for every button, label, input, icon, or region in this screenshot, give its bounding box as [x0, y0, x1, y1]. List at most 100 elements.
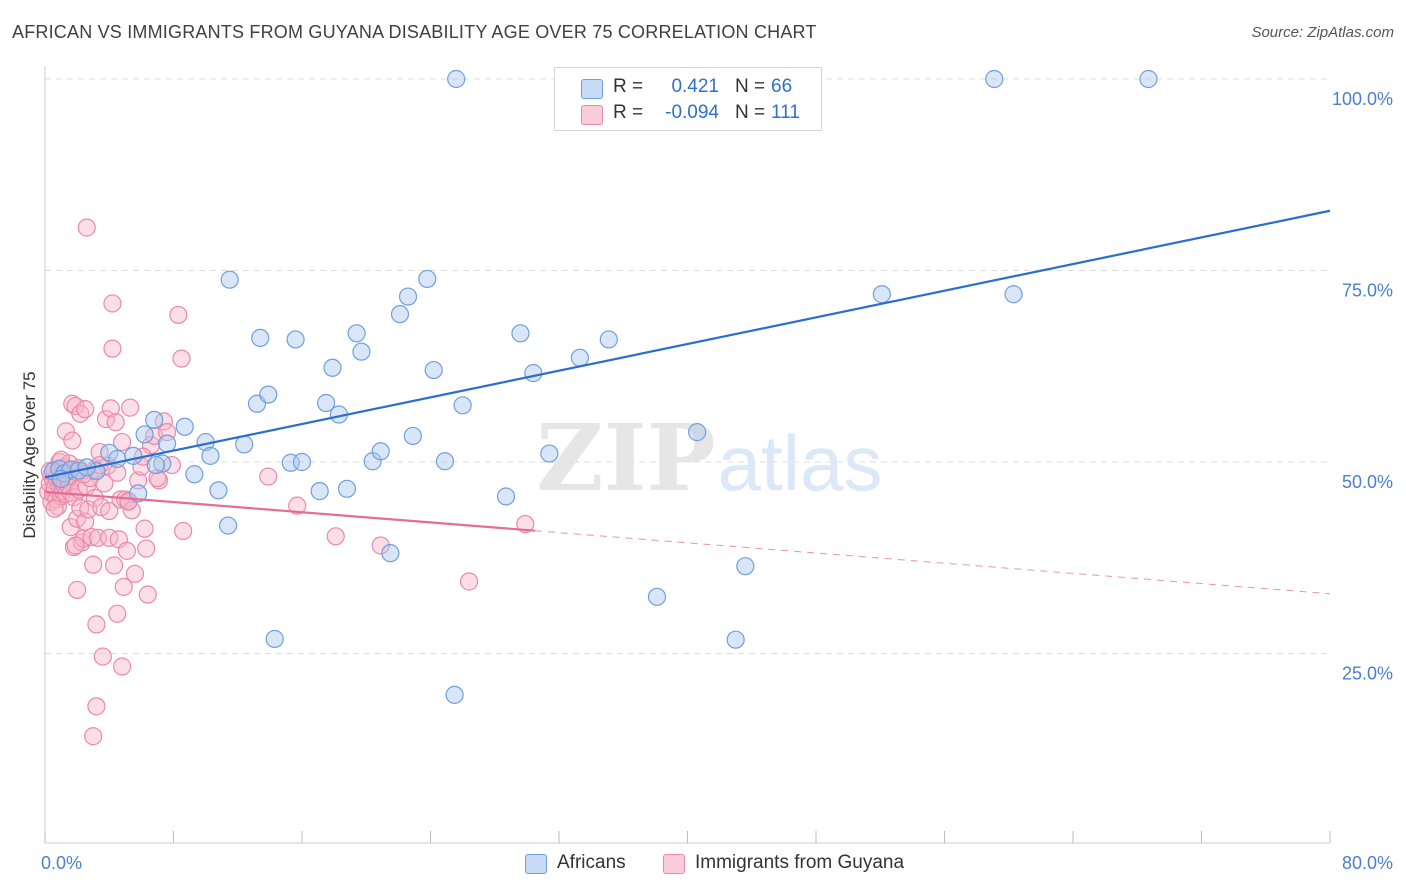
trendline-africans	[44, 209, 1331, 479]
data-point	[459, 572, 479, 591]
data-point	[93, 647, 112, 666]
data-point	[76, 400, 95, 419]
data-point	[175, 417, 194, 436]
data-point	[153, 454, 172, 473]
guyana-legend-swatch	[663, 854, 685, 874]
data-point	[736, 557, 755, 576]
data-point	[169, 305, 188, 325]
data-point	[108, 463, 127, 482]
data-point	[125, 564, 145, 583]
data-point	[104, 556, 124, 575]
data-point	[316, 393, 336, 413]
series-africans	[43, 69, 1158, 704]
data-point	[87, 697, 106, 716]
x-tick-label: 80.0%	[1342, 853, 1393, 873]
y-tick-label: 100.0%	[1332, 89, 1393, 109]
data-point	[516, 514, 535, 534]
n-label: N =	[735, 76, 766, 97]
y-tick-label: 25.0%	[1342, 664, 1393, 684]
data-point	[219, 516, 238, 535]
watermark: ZIP atlas	[536, 404, 882, 512]
data-point	[87, 615, 106, 634]
data-point	[326, 527, 345, 546]
data-point	[220, 270, 239, 289]
data-point	[453, 396, 472, 415]
data-point	[103, 294, 122, 313]
data-point	[1004, 285, 1023, 304]
data-point	[124, 446, 143, 465]
data-point	[540, 444, 559, 463]
trend-lines	[44, 209, 1331, 595]
data-point	[381, 544, 400, 563]
data-point	[524, 364, 543, 383]
data-point	[100, 501, 119, 521]
data-point	[84, 727, 103, 746]
data-point	[63, 431, 82, 450]
data-point	[201, 446, 220, 465]
data-point	[137, 539, 156, 558]
data-point	[647, 587, 667, 606]
data-point	[121, 398, 140, 417]
data-point	[45, 499, 64, 518]
r-label: R =	[613, 76, 644, 97]
data-point	[259, 385, 278, 404]
watermark-zip: ZIP	[536, 404, 715, 512]
series-guyana	[39, 218, 535, 746]
x-tick-label: 0.0%	[41, 853, 82, 873]
data-point	[424, 360, 443, 380]
data-point	[185, 465, 204, 484]
data-point	[371, 536, 390, 555]
data-point	[138, 585, 157, 604]
data-point	[135, 519, 154, 538]
data-point	[403, 426, 422, 446]
data-point	[112, 432, 132, 452]
data-point	[265, 629, 284, 649]
data-point	[148, 468, 167, 488]
data-point	[68, 580, 87, 600]
data-point	[310, 482, 329, 501]
data-point	[146, 455, 165, 475]
data-point	[435, 452, 455, 471]
data-point	[251, 328, 270, 348]
data-point	[235, 435, 254, 454]
r-value: -0.094	[665, 102, 719, 123]
data-point	[108, 449, 127, 469]
y-tick-label: 50.0%	[1342, 472, 1393, 492]
africans-legend-swatch	[525, 854, 547, 874]
africans-swatch	[581, 79, 603, 99]
data-point	[259, 467, 278, 486]
data-point	[56, 422, 75, 441]
data-point	[286, 330, 305, 349]
data-point	[688, 423, 707, 442]
data-point	[77, 218, 96, 237]
data-point	[371, 442, 390, 461]
n-label: N =	[735, 102, 766, 123]
data-point	[172, 349, 191, 368]
data-point	[445, 685, 464, 704]
legend-label-africans: Africans	[557, 852, 626, 873]
legend-label-guyana: Immigrants from Guyana	[695, 852, 905, 873]
data-point	[726, 630, 745, 649]
data-point	[390, 305, 410, 324]
data-point	[872, 285, 891, 304]
axes	[44, 66, 1331, 844]
data-point	[135, 425, 154, 444]
x-tick-labels: 0.0% 80.0%	[41, 853, 1393, 873]
data-point	[90, 442, 109, 462]
source-label: Source: ZipAtlas.com	[1251, 24, 1394, 41]
r-value: 0.421	[671, 76, 719, 97]
y-axis-label: Disability Age Over 75	[20, 371, 39, 538]
data-point	[129, 471, 148, 490]
data-point	[157, 434, 177, 453]
data-point	[145, 410, 164, 429]
data-point	[66, 536, 85, 555]
data-point	[447, 69, 466, 89]
data-point	[398, 287, 418, 306]
grid-lines	[45, 78, 1330, 654]
data-point	[112, 657, 132, 676]
n-value: 111	[771, 102, 800, 123]
data-point	[108, 604, 127, 623]
n-value: 66	[771, 76, 793, 97]
data-point	[570, 348, 589, 367]
